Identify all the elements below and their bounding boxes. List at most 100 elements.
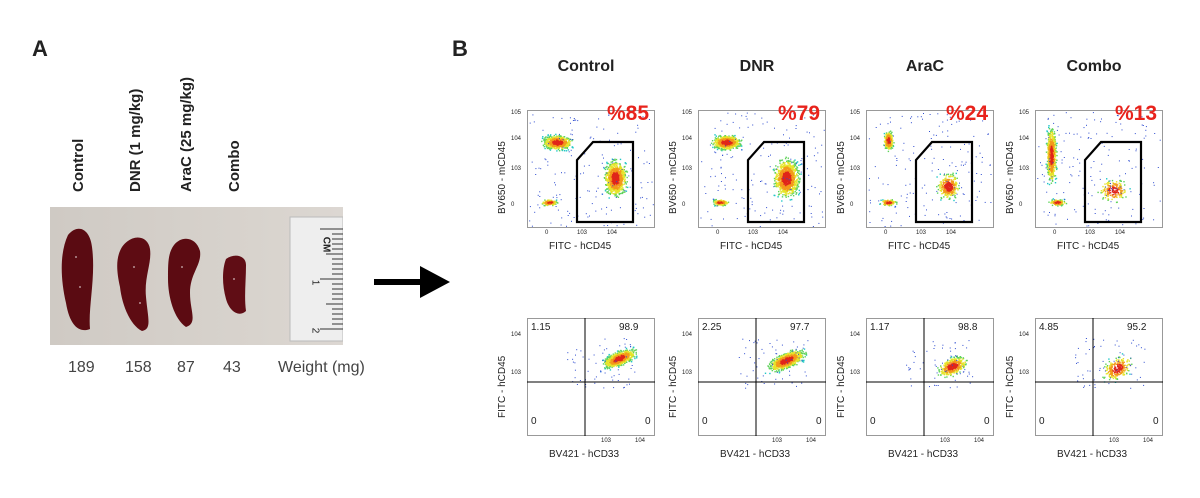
- spleen-combo: [223, 255, 246, 314]
- panel-b-letter: B: [452, 36, 468, 61]
- top-y-tick: 104: [1019, 136, 1030, 142]
- arrow-icon: [374, 266, 450, 298]
- top-x-tick: 0: [545, 230, 549, 236]
- weight-control: 189: [68, 359, 95, 376]
- quadrant-lower-right: 0: [645, 416, 651, 427]
- group-label-control: Control: [70, 138, 87, 192]
- bottom-y-tick: 104: [682, 332, 693, 338]
- bottom-x-tick: 104: [806, 438, 817, 444]
- top-y-tick: 103: [511, 166, 522, 172]
- top-x-axis-label: FITC - hCD45: [888, 241, 951, 252]
- ruler-number-1: 1: [309, 279, 321, 286]
- column-title-control: Control: [557, 58, 615, 75]
- bottom-x-tick: 103: [772, 438, 783, 444]
- bottom-x-tick: 103: [601, 438, 612, 444]
- gate-polygon: [575, 140, 635, 224]
- bottom-x-tick: 103: [1109, 438, 1120, 444]
- top-y-tick: 0: [511, 202, 515, 208]
- bottom-x-axis-label: BV421 - hCD33: [549, 449, 620, 460]
- bottom-y-tick: 104: [511, 332, 522, 338]
- group-label-arac: AraC (25 mg/kg): [178, 76, 195, 192]
- bottom-x-axis-label: BV421 - hCD33: [720, 449, 791, 460]
- percentage-dnr: %79: [778, 102, 821, 125]
- top-y-axis-label: BV650 - mCD45: [1005, 141, 1016, 214]
- bottom-plot-control: [527, 318, 655, 436]
- quadrant-upper-left: 2.25: [702, 322, 722, 333]
- top-x-tick: 103: [1085, 230, 1096, 236]
- top-y-tick: 105: [1019, 110, 1030, 116]
- weight-axis-label: Weight (mg): [278, 359, 365, 376]
- bottom-x-axis-label: BV421 - hCD33: [1057, 449, 1128, 460]
- top-y-tick: 105: [850, 110, 861, 116]
- quadrant-lower-left: 0: [870, 416, 876, 427]
- bottom-y-tick: 103: [850, 370, 861, 376]
- quadrant-lower-right: 0: [984, 416, 990, 427]
- spleen-arac: [168, 238, 201, 327]
- group-label-dnr: DNR (1 mg/kg): [127, 88, 144, 192]
- quadrant-lower-right: 0: [1153, 416, 1159, 427]
- weight-arac: 87: [177, 359, 195, 376]
- top-y-tick: 0: [1019, 202, 1023, 208]
- top-y-tick: 103: [682, 166, 693, 172]
- top-y-tick: 0: [850, 202, 854, 208]
- top-x-tick: 0: [884, 230, 888, 236]
- group-label-combo: Combo: [226, 140, 243, 192]
- weight-combo: 43: [223, 359, 241, 376]
- bottom-plot-combo: [1035, 318, 1163, 436]
- quadrant-upper-left: 1.15: [531, 322, 551, 333]
- top-x-tick: 103: [916, 230, 927, 236]
- top-x-tick: 104: [946, 230, 957, 236]
- quadrant-upper-right: 98.9: [619, 322, 639, 333]
- top-x-tick: 0: [716, 230, 720, 236]
- top-x-tick: 0: [1053, 230, 1057, 236]
- top-x-axis-label: FITC - hCD45: [1057, 241, 1120, 252]
- percentage-control: %85: [607, 102, 650, 125]
- ruler-number-2: 2: [309, 327, 321, 334]
- top-plot-arac: [866, 110, 994, 228]
- top-y-tick: 104: [511, 136, 522, 142]
- quadrant-upper-left: 4.85: [1039, 322, 1059, 333]
- top-x-tick: 104: [778, 230, 789, 236]
- top-y-axis-label: BV650 - mCD45: [836, 141, 847, 214]
- bottom-y-axis-label: FITC - hCD45: [1005, 355, 1016, 418]
- bottom-x-axis-label: BV421 - hCD33: [888, 449, 959, 460]
- top-y-tick: 105: [682, 110, 693, 116]
- column-title-arac: AraC: [905, 58, 945, 75]
- top-plot-control: [527, 110, 655, 228]
- top-y-tick: 103: [850, 166, 861, 172]
- bottom-y-axis-label: FITC - hCD45: [497, 355, 508, 418]
- top-x-tick: 103: [748, 230, 759, 236]
- bottom-x-tick: 104: [635, 438, 646, 444]
- quadrant-lower-left: 0: [531, 416, 537, 427]
- top-x-tick: 104: [1115, 230, 1126, 236]
- quadrant-lower-left: 0: [1039, 416, 1045, 427]
- bottom-plot-arac: [866, 318, 994, 436]
- top-plot-dnr: [698, 110, 826, 228]
- top-y-tick: 104: [682, 136, 693, 142]
- spleen-photo: CM 1 2: [50, 207, 343, 345]
- top-x-axis-label: FITC - hCD45: [549, 241, 612, 252]
- spleen-dnr: [117, 237, 151, 331]
- bottom-y-tick: 104: [850, 332, 861, 338]
- column-title-combo: Combo: [1066, 58, 1122, 75]
- bottom-x-tick: 103: [940, 438, 951, 444]
- gate-polygon: [914, 140, 974, 224]
- bottom-y-tick: 104: [1019, 332, 1030, 338]
- bottom-x-tick: 104: [974, 438, 985, 444]
- top-y-axis-label: BV650 - mCD45: [668, 141, 679, 214]
- weight-dnr: 158: [125, 359, 152, 376]
- top-y-axis-label: BV650 - mCD45: [497, 141, 508, 214]
- gate-polygon: [1083, 140, 1143, 224]
- ruler-cm-label: CM: [320, 236, 332, 253]
- bottom-y-tick: 103: [1019, 370, 1030, 376]
- percentage-combo: %13: [1115, 102, 1158, 125]
- quadrant-lower-left: 0: [702, 416, 708, 427]
- top-y-tick: 104: [850, 136, 861, 142]
- bottom-y-tick: 103: [682, 370, 693, 376]
- quadrant-upper-right: 97.7: [790, 322, 810, 333]
- top-y-tick: 0: [682, 202, 686, 208]
- quadrant-lower-right: 0: [816, 416, 822, 427]
- top-x-axis-label: FITC - hCD45: [720, 241, 783, 252]
- bottom-plot-dnr: [698, 318, 826, 436]
- spleen-control: [61, 228, 94, 331]
